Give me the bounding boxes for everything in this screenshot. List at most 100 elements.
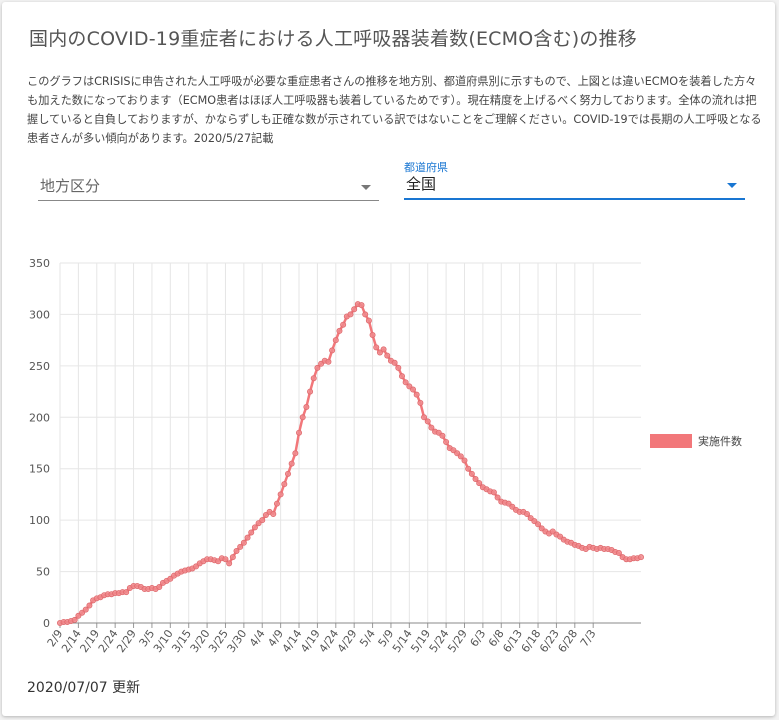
data-point bbox=[251, 524, 258, 531]
data-point bbox=[259, 517, 266, 524]
data-point bbox=[336, 327, 343, 334]
series-line bbox=[59, 302, 642, 625]
data-point bbox=[270, 510, 277, 517]
data-point bbox=[494, 494, 501, 501]
x-tick-label: 4/4 bbox=[247, 627, 268, 649]
x-tick-label: 6/23 bbox=[537, 627, 562, 655]
data-point bbox=[358, 302, 365, 309]
data-point bbox=[373, 344, 380, 351]
data-point bbox=[461, 457, 468, 464]
data-point bbox=[273, 500, 280, 507]
data-point bbox=[384, 352, 391, 359]
x-tick-label: 2/29 bbox=[114, 627, 139, 655]
page-title: 国内のCOVID-19重症者における人工呼吸器装着数(ECMO含む)の推移 bbox=[29, 28, 637, 50]
data-point bbox=[476, 480, 483, 487]
data-point bbox=[465, 465, 472, 472]
data-point bbox=[340, 321, 347, 328]
data-point bbox=[410, 386, 417, 393]
data-point bbox=[292, 450, 299, 457]
x-tick-label: 5/29 bbox=[445, 627, 470, 655]
region-select-value: 地方区分 bbox=[40, 177, 101, 195]
data-point bbox=[391, 359, 398, 366]
data-point bbox=[369, 332, 376, 339]
x-tick-label: 4/29 bbox=[335, 627, 360, 655]
data-point bbox=[380, 346, 387, 353]
data-point bbox=[347, 311, 354, 318]
x-tick-label: 2/19 bbox=[77, 627, 102, 655]
y-tick-label: 50 bbox=[36, 566, 50, 579]
data-point bbox=[329, 347, 336, 354]
data-point bbox=[472, 475, 479, 482]
region-select[interactable]: 地方区分 bbox=[38, 170, 379, 201]
data-point bbox=[424, 418, 431, 425]
x-tick-label: 6/13 bbox=[500, 627, 525, 655]
data-point bbox=[351, 306, 358, 313]
legend-swatch bbox=[650, 434, 692, 448]
x-tick-label: 5/19 bbox=[408, 627, 433, 655]
x-tick-label: 5/4 bbox=[357, 627, 378, 649]
y-tick-label: 300 bbox=[29, 308, 50, 321]
x-tick-label: 5/14 bbox=[390, 627, 415, 655]
data-point bbox=[325, 358, 332, 365]
data-point bbox=[395, 364, 402, 371]
chart-description: このグラフはCRISISに申告された人工呼吸が必要な重症患者さんの推移を地方別、… bbox=[27, 75, 762, 145]
x-tick-label: 4/24 bbox=[316, 627, 341, 655]
data-point bbox=[402, 379, 409, 386]
data-point bbox=[524, 510, 531, 517]
data-point bbox=[332, 337, 339, 344]
data-point bbox=[490, 489, 497, 496]
x-tick-label: 2/14 bbox=[59, 627, 84, 655]
y-tick-label: 350 bbox=[29, 257, 50, 270]
data-point bbox=[439, 432, 446, 439]
data-point bbox=[362, 311, 369, 318]
data-point bbox=[156, 583, 163, 590]
y-tick-label: 200 bbox=[29, 411, 50, 424]
data-point bbox=[468, 470, 475, 477]
data-point bbox=[288, 460, 295, 467]
x-tick-label: 4/19 bbox=[298, 627, 323, 655]
data-point bbox=[398, 373, 405, 380]
last-updated: 2020/07/07 更新 bbox=[27, 680, 141, 696]
chevron-down-icon bbox=[361, 185, 371, 190]
data-point bbox=[299, 414, 306, 421]
x-tick-label: 3/15 bbox=[169, 627, 194, 655]
x-tick-label: 6/28 bbox=[555, 627, 580, 655]
y-tick-label: 100 bbox=[29, 514, 50, 527]
data-point bbox=[237, 543, 244, 550]
data-point bbox=[284, 470, 291, 477]
x-tick-label: 3/20 bbox=[188, 627, 213, 655]
data-point bbox=[233, 547, 240, 554]
data-point bbox=[310, 375, 317, 382]
data-point bbox=[226, 560, 233, 567]
data-point bbox=[307, 388, 314, 395]
data-point bbox=[222, 556, 229, 563]
y-tick-label: 250 bbox=[29, 360, 50, 373]
y-tick-label: 0 bbox=[43, 617, 50, 630]
data-point bbox=[296, 429, 303, 436]
line-chart: 0501001502002503003502/92/142/192/242/29… bbox=[29, 257, 742, 655]
x-tick-label: 6/3 bbox=[468, 627, 489, 649]
data-point bbox=[248, 529, 255, 536]
data-point bbox=[417, 399, 424, 406]
data-point bbox=[535, 521, 542, 528]
data-point bbox=[428, 424, 435, 431]
x-tick-label: 3/10 bbox=[151, 627, 176, 655]
x-tick-label: 3/25 bbox=[206, 627, 231, 655]
x-tick-label: 7/3 bbox=[578, 627, 599, 649]
data-point bbox=[277, 491, 284, 498]
x-tick-label: 5/24 bbox=[427, 627, 452, 655]
prefecture-select-value: 全国 bbox=[406, 175, 437, 193]
data-point bbox=[457, 453, 464, 460]
data-point bbox=[229, 554, 236, 561]
data-point bbox=[244, 534, 251, 541]
prefecture-select[interactable]: 都道府県 全国 bbox=[404, 161, 745, 200]
y-tick-label: 150 bbox=[29, 463, 50, 476]
x-tick-label: 4/14 bbox=[280, 627, 305, 655]
data-point bbox=[421, 414, 428, 421]
data-point bbox=[123, 589, 130, 596]
data-point bbox=[365, 317, 372, 324]
data-point bbox=[413, 391, 420, 398]
x-tick-label: 2/24 bbox=[96, 627, 121, 655]
data-point bbox=[615, 550, 622, 557]
